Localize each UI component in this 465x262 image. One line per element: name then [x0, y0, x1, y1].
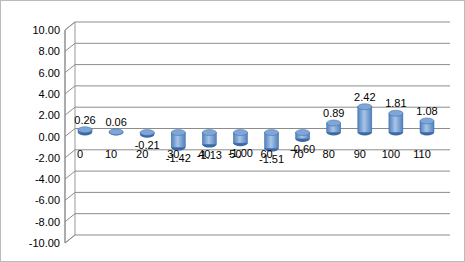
grid-line: [65, 192, 450, 200]
x-tick-label: 0: [77, 148, 83, 160]
bar-top: [389, 110, 403, 116]
y-tick-label: 6.00: [39, 67, 60, 79]
y-tick-label: -4.00: [35, 173, 60, 185]
bar-top: [296, 130, 310, 136]
y-tick-label: 10.00: [32, 24, 60, 36]
data-label: 1.08: [416, 105, 437, 117]
chart: -10.00 -8.00 -6.00 -4.00 -2.00 0.00 2.00 4.00 6.…: [0, 0, 465, 262]
bar-top: [265, 130, 279, 136]
data-label: 2.42: [354, 91, 375, 103]
grid-line: [65, 22, 450, 30]
grid-line: [65, 65, 450, 73]
y-tick-label: 4.00: [39, 88, 60, 100]
bars: [78, 104, 434, 152]
x-tick-label: 80: [323, 148, 335, 160]
data-label: -0.60: [290, 143, 315, 155]
bar-top: [140, 130, 154, 136]
data-label: 1.81: [385, 97, 406, 109]
bar: [358, 107, 372, 133]
bar-top: [233, 130, 247, 136]
bar-top: [327, 120, 341, 126]
bar-top: [109, 129, 123, 135]
data-label: 0.89: [323, 107, 344, 119]
data-label: -1.00: [228, 147, 253, 159]
bar-base: [109, 130, 123, 136]
bar-top: [420, 118, 434, 124]
grid-line: [65, 214, 450, 222]
data-label: 0.06: [105, 116, 126, 128]
y-tick-label: -6.00: [35, 194, 60, 206]
bar-top: [358, 104, 372, 110]
y-tick-label: 8.00: [39, 45, 60, 57]
data-label: -1.42: [166, 152, 191, 164]
chart-border: [1, 1, 465, 262]
y-tick-label: -10.00: [29, 237, 60, 249]
data-label: -1.51: [259, 153, 284, 165]
x-tick-label: 90: [354, 148, 366, 160]
bar-top: [171, 130, 185, 136]
y-tick-label: 0.00: [39, 131, 60, 143]
y-axis: [65, 30, 66, 243]
data-label: -0.21: [135, 139, 160, 151]
bar-top: [202, 130, 216, 136]
grid-line: [65, 43, 450, 51]
y-tick-label: 2.00: [39, 109, 60, 121]
data-label: -1.13: [197, 149, 222, 161]
grid-line: [65, 235, 450, 243]
x-tick-label: 110: [413, 148, 431, 160]
x-tick-label: 100: [382, 148, 400, 160]
y-tick-label: -2.00: [35, 152, 60, 164]
grid-line: [65, 171, 450, 179]
y-tick-label: -8.00: [35, 216, 60, 228]
bar-top: [78, 127, 92, 133]
data-label: 0.26: [74, 114, 95, 126]
x-tick-label: 10: [105, 148, 117, 160]
grid-line: [65, 86, 450, 94]
